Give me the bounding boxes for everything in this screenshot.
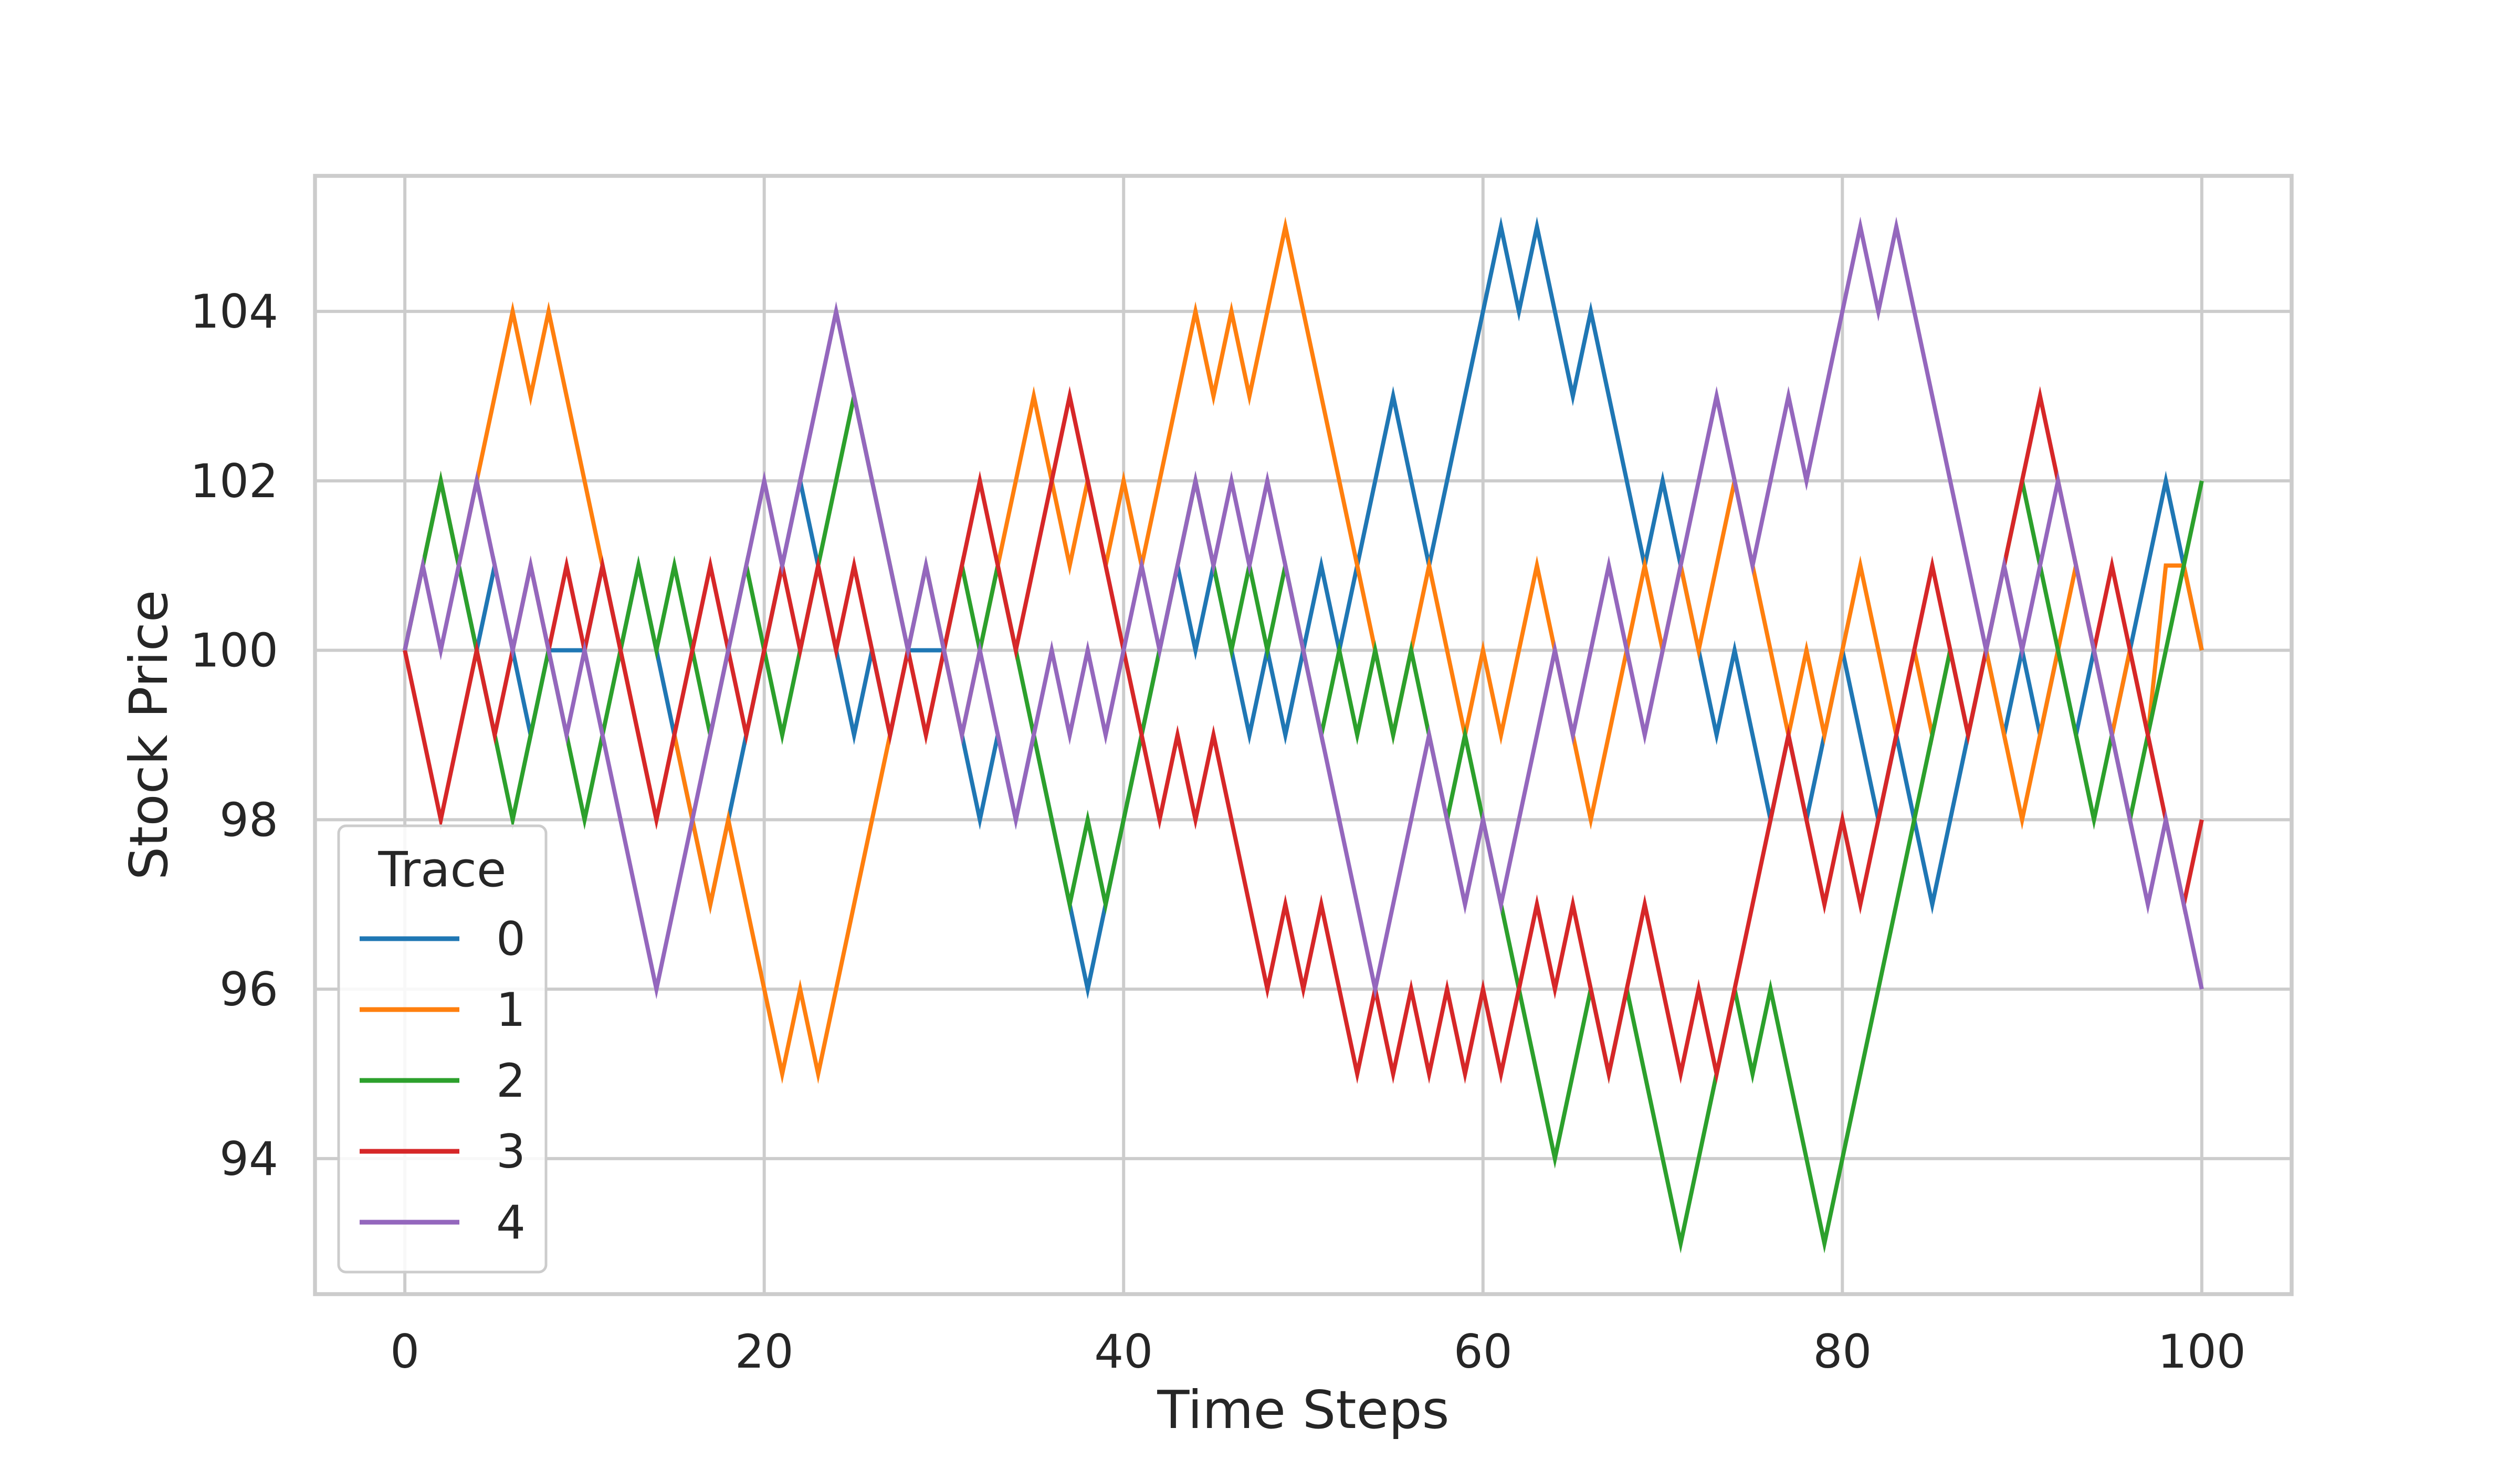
y-tick-label: 94 [219,1132,278,1186]
y-axis-label: Stock Price [118,590,180,880]
legend-label: 1 [496,983,526,1037]
grid-lines [315,176,2292,1294]
x-tick-label: 100 [2158,1325,2246,1379]
y-tick-label: 100 [190,624,278,678]
series-line-4 [403,216,2204,1000]
y-tick-label: 98 [219,793,278,847]
series-lines [403,216,2204,1254]
legend-title: Trace [377,842,506,898]
x-tick-label: 40 [1094,1325,1153,1379]
x-tick-label: 80 [1813,1325,1872,1379]
x-tick-label: 60 [1454,1325,1513,1379]
y-tick-labels: 94 96 98 100 102 104 [190,285,278,1186]
y-tick-label: 102 [190,454,278,508]
legend-label: 4 [496,1195,526,1250]
x-axis-label: Time Steps [1157,1379,1449,1441]
legend: Trace 0 1 2 3 4 [337,824,548,1274]
x-tick-label: 20 [735,1325,794,1379]
x-tick-labels: 0 20 40 60 80 100 [390,1325,2246,1379]
legend-label: 0 [496,912,526,966]
legend-label: 3 [496,1125,526,1179]
series-line-3 [403,386,2204,1084]
series-line-0 [403,216,2204,1000]
plot-frame [313,174,2294,1296]
y-tick-label: 104 [190,285,278,339]
legend-label: 2 [496,1054,526,1108]
x-tick-label: 0 [390,1325,419,1379]
y-tick-label: 96 [219,962,278,1016]
